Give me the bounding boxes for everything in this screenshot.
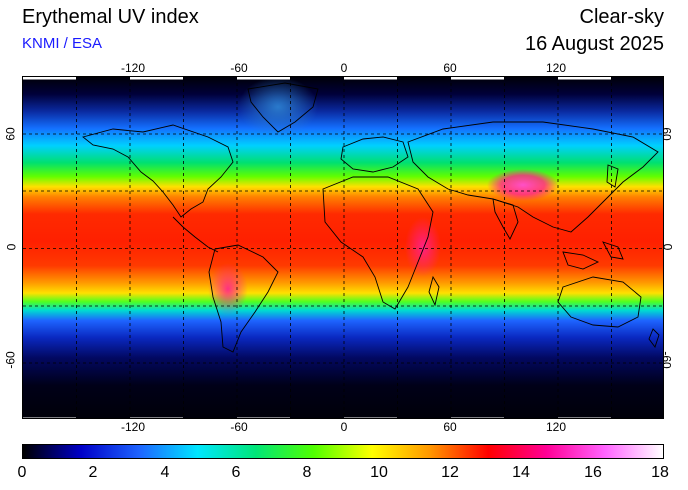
lon-label-bottom-4: 60 (443, 420, 457, 434)
lon-label-top-4: 60 (443, 61, 457, 75)
colorbar-label-4: 4 (160, 464, 170, 481)
lat-label-left-2: 0 (4, 243, 19, 251)
uv-field-svg (23, 77, 663, 418)
uv-index-map (22, 76, 664, 419)
credit-label: KNMI / ESA (22, 35, 103, 52)
uv-colorbar (22, 444, 664, 459)
colorbar-label-8: 8 (302, 464, 312, 481)
date-label: 16 August 2025 (524, 33, 664, 55)
colorbar-label-14: 14 (512, 464, 530, 481)
coastlines (82, 82, 660, 353)
colorbar-label-16: 16 (584, 464, 602, 481)
frame-ticks (23, 77, 611, 418)
colorbar-label-2: 2 (88, 464, 98, 481)
colorbar-label-6: 6 (231, 464, 241, 481)
colorbar-label-12: 12 (441, 464, 459, 481)
colorbar-label-10: 10 (370, 464, 388, 481)
greenland-highlight (238, 77, 318, 137)
east-africa-hotspot (405, 217, 441, 277)
sky-condition: Clear-sky (579, 6, 664, 28)
title: Erythemal UV index (22, 6, 199, 28)
lat-label-left-3: -60 (3, 351, 18, 369)
lon-label-top-2: -60 (230, 61, 248, 75)
lon-label-bottom-2: -60 (230, 420, 248, 434)
lat-label-left-1: 60 (3, 127, 18, 141)
colorbar-label-0: 0 (17, 464, 27, 481)
colorbar-label-18: 18 (651, 464, 669, 481)
lon-label-top-5: 120 (545, 61, 567, 75)
graticule (23, 77, 663, 418)
lon-label-bottom-3: 0 (340, 420, 348, 434)
lon-label-bottom-5: 120 (545, 420, 567, 434)
lon-label-bottom-1: -120 (120, 420, 146, 434)
tibet-hotspot (487, 169, 559, 201)
lon-label-top-3: 0 (340, 61, 348, 75)
andes-hotspot (208, 263, 248, 315)
lon-label-top-1: -120 (120, 61, 146, 75)
uv-field (23, 77, 663, 418)
